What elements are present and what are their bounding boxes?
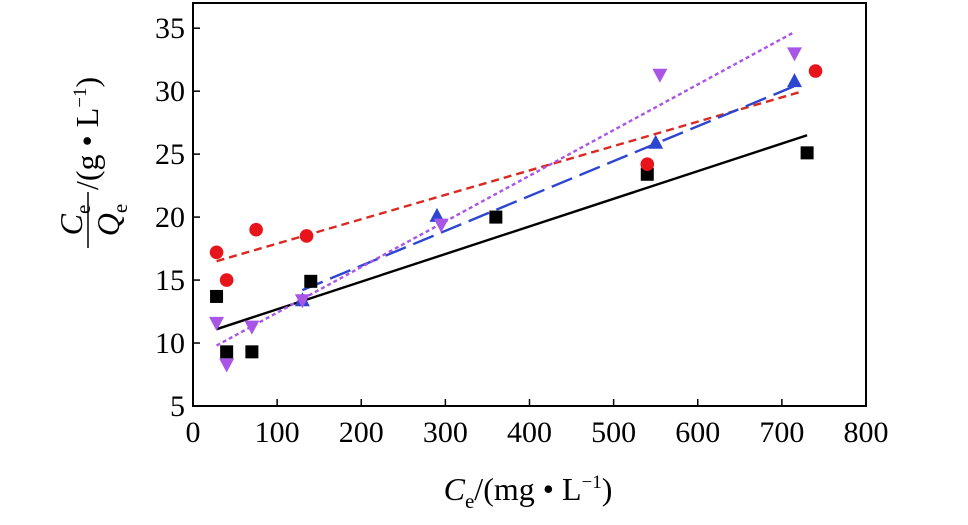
y-axis-label-fraction-numerator: Ce [53,205,95,236]
y-tick-label: 10 [155,327,185,360]
x-tick-label: 700 [759,416,804,449]
fit-line-square [216,134,808,331]
point-triangle-up [648,134,664,149]
point-triangle-up [429,207,445,222]
point-circle [249,222,263,237]
x-tick-label: 300 [423,416,468,449]
point-square [640,167,654,181]
y-tick-label: 5 [170,390,185,423]
y-tick-label: 30 [155,75,185,108]
x-tick-label: 400 [507,416,552,449]
point-triangle-down [433,218,449,233]
y-tick-label: 20 [155,201,185,234]
x-tick-label: 0 [186,416,201,449]
point-square [210,289,224,303]
y-axis-label-fraction-denominator: Qe [90,204,132,236]
y-tick-label: 25 [155,138,185,171]
fit-lines [215,30,808,347]
x-tick-label: 200 [339,416,384,449]
x-tick-label: 100 [255,416,300,449]
point-circle [640,157,655,171]
point-triangle-down [652,68,668,83]
point-circle [808,64,823,78]
x-tick-label: 600 [675,416,720,449]
fit-line-triangle-down [215,30,796,347]
point-circle [209,245,224,260]
y-tick-label: 15 [155,264,185,297]
y-axis-label-unit: /(g • L−1) [69,77,105,190]
point-circle [219,273,234,287]
point-square [220,345,234,359]
point-triangle-down [244,320,260,335]
fit-line-circle [216,91,800,263]
point-triangle-down [294,294,310,309]
y-axis-label: Ce Qe /(g • L−1) [53,77,132,248]
point-triangle-down [219,358,235,373]
point-triangle-up [786,73,802,88]
data-points [209,47,823,373]
point-square [304,274,318,288]
x-axis-label: Ce/(mg • L−1) [444,471,613,513]
fit-line-triangle-up [301,85,795,292]
point-triangle-down [786,47,802,62]
point-square [245,345,259,359]
point-square [489,210,503,224]
plot-frame [192,2,867,407]
point-square [800,146,814,160]
x-tick-label: 800 [844,416,889,449]
point-circle [299,229,314,243]
x-tick-label: 500 [591,416,636,449]
axis-ticks: 0 100 200 300 400 500 600 700 800 5 10 15 20 25 30 35 [155,12,889,449]
point-triangle-down [209,316,225,331]
y-tick-label: 35 [155,12,185,45]
